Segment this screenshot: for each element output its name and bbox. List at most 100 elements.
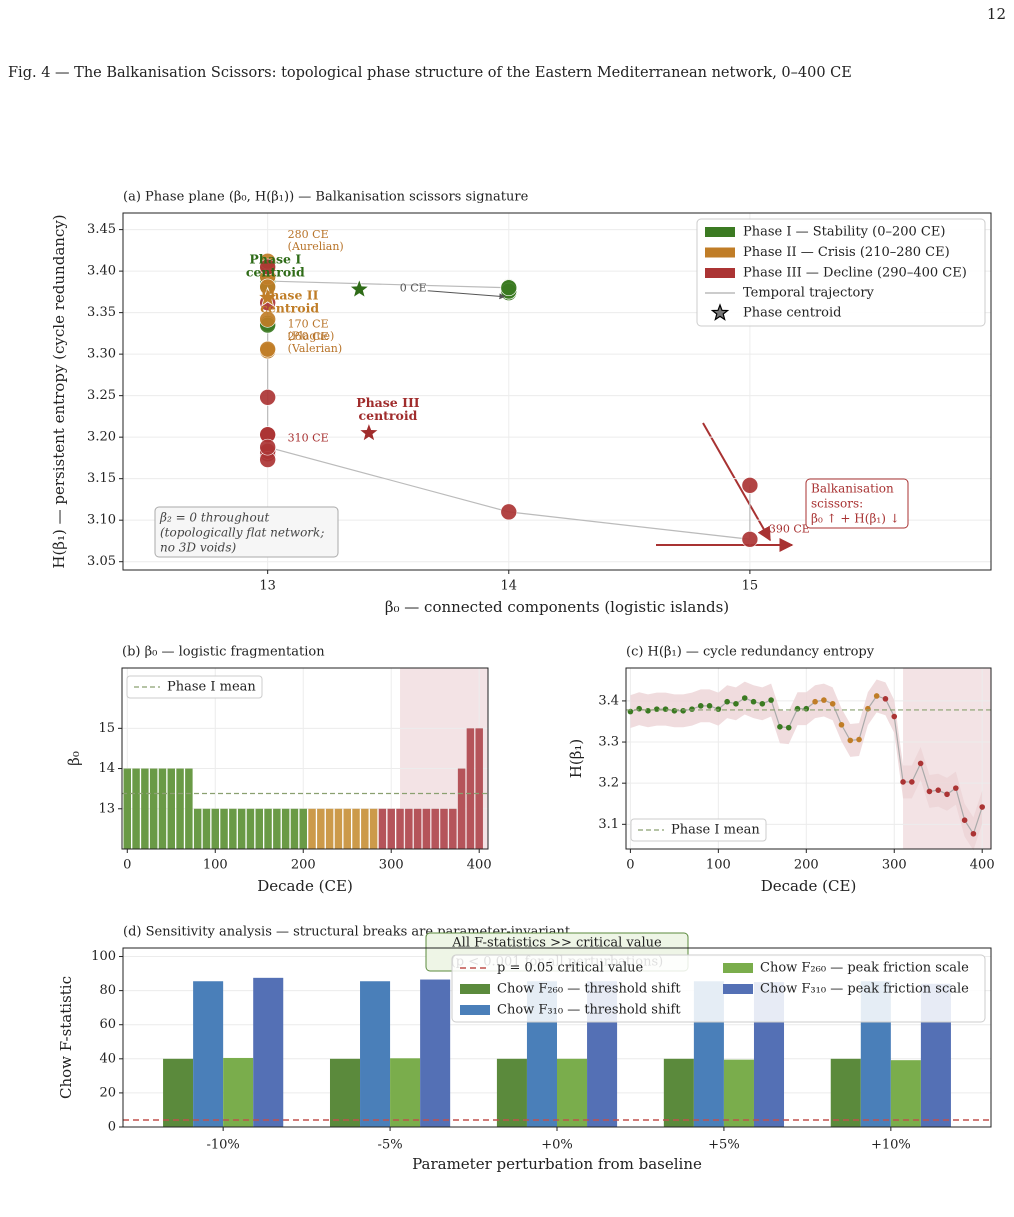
page-number: 12 [987, 5, 1006, 23]
legend-label: Phase I — Stability (0–200 CE) [743, 225, 945, 240]
point [671, 707, 678, 714]
y-tick-label: 3.4 [598, 693, 619, 708]
x-axis-label: Decade (CE) [257, 877, 353, 895]
centroid-label: centroid [246, 264, 305, 279]
centroid-label: centroid [359, 408, 418, 423]
bar [167, 768, 176, 849]
panel-title: (b) β₀ — logistic fragmentation [122, 645, 325, 660]
panel-title: (c) H(β₁) — cycle redundancy entropy [626, 645, 875, 660]
point [865, 705, 871, 712]
note-text: no 3D voids) [160, 541, 237, 555]
scatter-point [259, 438, 276, 456]
point [970, 830, 977, 837]
point [838, 721, 845, 728]
point [829, 700, 836, 707]
x-tick-label: 400 [467, 858, 492, 873]
bar [149, 768, 158, 849]
bar [237, 808, 246, 849]
centroid-label: Phase II [261, 288, 319, 303]
panel-title: (a) Phase plane (β₀, H(β₁)) — Balkanisat… [123, 190, 529, 205]
annotation: (Aurelian) [288, 240, 344, 253]
legend-label: Phase centroid [743, 306, 841, 321]
bar [352, 808, 360, 849]
y-axis-label: H(β₁) [567, 739, 585, 778]
point [653, 706, 660, 712]
annotation: (Plague) [288, 329, 335, 342]
bar [329, 1058, 361, 1127]
point [944, 791, 950, 798]
bar [830, 1058, 861, 1127]
y-tick-label: 3.40 [87, 264, 116, 279]
point [953, 785, 959, 791]
y-tick-label: 3.05 [87, 554, 116, 569]
annotation: 170 CE [288, 317, 329, 330]
bar [390, 1058, 421, 1127]
legend-box [696, 218, 986, 327]
bar [123, 768, 132, 849]
point [961, 817, 968, 824]
legend-box [630, 818, 767, 842]
bar [290, 808, 299, 849]
centroid-label: Phase III [356, 395, 420, 410]
y-tick-label: 80 [99, 983, 116, 998]
point [768, 697, 774, 703]
legend-label: Phase III — Decline (290–400 CE) [743, 266, 967, 281]
legend-label: Chow F₃₁₀ — threshold shift [497, 1003, 681, 1018]
y-tick-label: 14 [98, 761, 115, 776]
caption: Fig. 4 — The Balkanisation Scissors: top… [8, 65, 852, 81]
y-tick-label: 100 [91, 949, 116, 964]
axes-frame [121, 667, 489, 850]
x-tick-label: +10% [871, 1138, 911, 1153]
y-tick-label: 15 [98, 721, 115, 736]
y-tick-label: 3.10 [87, 513, 116, 528]
bar [185, 768, 193, 849]
point [891, 713, 898, 720]
point [733, 700, 739, 707]
point [715, 706, 722, 712]
point [645, 707, 651, 714]
x-tick-label: 100 [706, 858, 731, 873]
y-tick-label: 3.45 [87, 222, 116, 237]
x-tick-label: 300 [882, 858, 907, 873]
centroid-label: Phase I [249, 251, 301, 266]
point [662, 706, 669, 712]
legend-swatch [723, 984, 753, 994]
scatter-point [259, 389, 276, 406]
bar [253, 977, 284, 1127]
axes-frame [122, 212, 992, 571]
annotation: 260 CE [288, 330, 329, 343]
bar [281, 808, 290, 849]
y-tick-label: 0 [108, 1120, 116, 1135]
note-box [154, 506, 339, 558]
legend-label: Phase I mean [167, 680, 256, 695]
bar [369, 808, 378, 849]
x-tick-label: -5% [378, 1138, 403, 1153]
scatter-point [741, 530, 759, 548]
point [724, 698, 730, 705]
centroid-label: centroid [260, 301, 319, 316]
point [917, 760, 924, 767]
bar [308, 808, 316, 849]
note-text: β₂ = 0 throughout [159, 511, 269, 525]
bar [299, 808, 307, 849]
bar [360, 981, 391, 1127]
legend-label: Temporal trajectory [743, 286, 875, 301]
point [697, 703, 704, 709]
legend-label: p = 0.05 critical value [497, 961, 644, 976]
y-axis-label: Chow F-statistic [57, 976, 75, 1099]
bar [361, 808, 369, 849]
x-tick-label: -10% [207, 1138, 240, 1153]
x-tick-label: +5% [708, 1138, 740, 1153]
point [785, 724, 792, 731]
bar [273, 808, 281, 849]
scissors-text: Balkanisation [811, 482, 894, 496]
y-axis-label: H(β₁) — persistent entropy (cycle redund… [50, 214, 68, 568]
y-tick-label: 60 [99, 1017, 116, 1032]
point [926, 788, 933, 795]
centroid-star [348, 278, 370, 299]
point [882, 696, 889, 702]
point [979, 804, 986, 810]
y-tick-label: 3.35 [87, 305, 116, 320]
x-axis-label: Decade (CE) [761, 877, 857, 895]
bar [193, 981, 224, 1127]
